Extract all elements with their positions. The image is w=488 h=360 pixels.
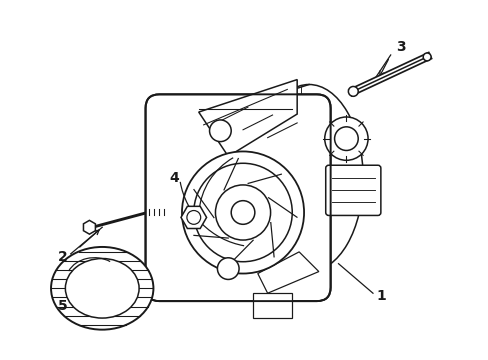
Polygon shape bbox=[252, 293, 292, 318]
Text: 5: 5 bbox=[58, 299, 67, 313]
FancyBboxPatch shape bbox=[325, 165, 380, 215]
Text: 4: 4 bbox=[169, 171, 179, 185]
Ellipse shape bbox=[65, 258, 139, 318]
Polygon shape bbox=[83, 220, 95, 234]
Polygon shape bbox=[181, 206, 206, 229]
FancyBboxPatch shape bbox=[145, 94, 330, 301]
Ellipse shape bbox=[254, 85, 363, 271]
Text: 3: 3 bbox=[395, 40, 405, 54]
Ellipse shape bbox=[422, 53, 430, 61]
Polygon shape bbox=[238, 85, 308, 288]
Ellipse shape bbox=[324, 117, 367, 160]
Ellipse shape bbox=[334, 127, 358, 150]
Ellipse shape bbox=[215, 185, 270, 240]
Polygon shape bbox=[198, 80, 297, 156]
Ellipse shape bbox=[209, 120, 231, 141]
Ellipse shape bbox=[347, 86, 358, 96]
Ellipse shape bbox=[182, 152, 304, 274]
Ellipse shape bbox=[193, 163, 292, 262]
Polygon shape bbox=[257, 252, 318, 293]
Ellipse shape bbox=[217, 258, 239, 279]
Ellipse shape bbox=[51, 247, 153, 330]
Text: 2: 2 bbox=[58, 250, 67, 264]
Ellipse shape bbox=[186, 211, 200, 224]
Text: 1: 1 bbox=[375, 289, 385, 303]
Ellipse shape bbox=[231, 201, 254, 224]
